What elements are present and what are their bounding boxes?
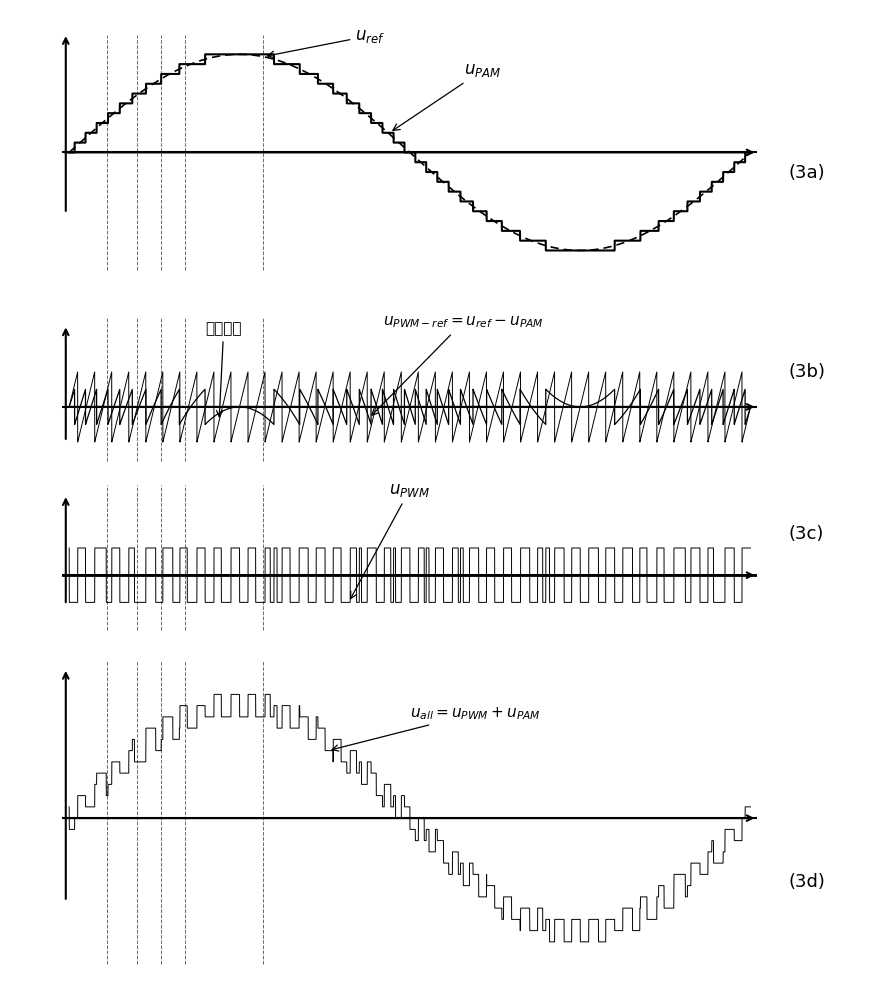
Text: $u_{all}=u_{PWM}+u_{PAM}$: $u_{all}=u_{PWM}+u_{PAM}$: [332, 705, 541, 751]
Text: $u_{PWM}$: $u_{PWM}$: [350, 481, 430, 599]
Text: 三角载波: 三角载波: [206, 321, 242, 417]
Text: (3c): (3c): [789, 525, 824, 543]
Text: (3d): (3d): [789, 873, 825, 891]
Text: (3a): (3a): [789, 164, 825, 182]
Text: $u_{PAM}$: $u_{PAM}$: [393, 61, 502, 130]
Text: $u_{PWM-ref}=u_{ref}-u_{PAM}$: $u_{PWM-ref}=u_{ref}-u_{PAM}$: [372, 314, 544, 415]
Text: $u_{ref}$: $u_{ref}$: [267, 27, 386, 58]
Text: (3b): (3b): [789, 363, 826, 381]
